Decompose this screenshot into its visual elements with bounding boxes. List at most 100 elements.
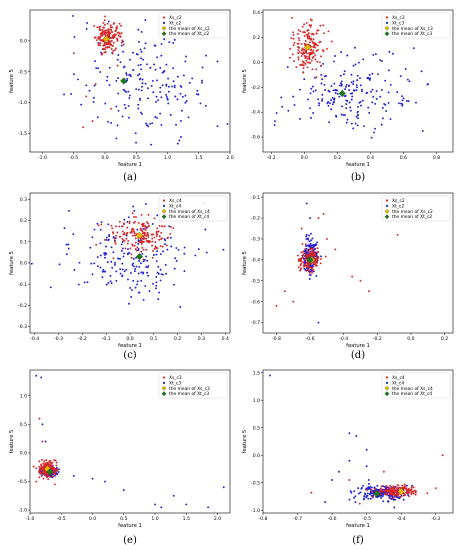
- data-point-Xs_c4: [157, 230, 160, 233]
- data-point-Xt_c4: [107, 282, 110, 284]
- data-point-Xs_c3: [41, 440, 44, 443]
- data-point-Xt_c3: [325, 74, 328, 77]
- data-point-Xs_c3: [55, 464, 58, 467]
- data-point-Xs_c2: [108, 43, 111, 46]
- data-point-Xs_c4: [136, 246, 139, 249]
- data-point-Xt_c4: [383, 485, 386, 488]
- data-point-Xt_c3: [318, 104, 321, 107]
- data-point-Xs_c3: [316, 48, 319, 51]
- panel-caption: (f): [352, 535, 364, 546]
- data-point-Xs_c2: [99, 25, 102, 28]
- data-point-Xt_c2: [76, 78, 79, 81]
- data-point-Xt_c4: [365, 465, 368, 468]
- data-point-Xt_c4: [86, 281, 89, 284]
- data-point-Xs_c4: [126, 242, 129, 245]
- data-point-Xt_c3: [407, 100, 410, 103]
- data-point-Xt_c3: [363, 125, 365, 128]
- data-point-Xt_c4: [130, 289, 133, 291]
- data-point-Xs_c2: [121, 39, 124, 42]
- data-point-Xs_c2: [110, 43, 113, 46]
- data-point-Xt_c3: [384, 103, 387, 106]
- data-point-Xt_c4: [151, 223, 154, 225]
- data-point-Xt_c3: [351, 92, 354, 95]
- data-point-Xt_c2: [184, 60, 187, 63]
- data-point-Xt_c2: [106, 79, 108, 82]
- data-point-Xt_c2: [93, 84, 96, 87]
- data-point-Xs_c3: [303, 54, 306, 57]
- data-point-Xs_c3: [308, 58, 311, 60]
- data-point-Xt_c3: [380, 123, 383, 126]
- data-point-Xt_c4: [138, 260, 141, 262]
- data-point-Xs_c3: [303, 48, 306, 51]
- data-point-Xs_c3: [315, 32, 318, 35]
- scatter-panel-4: -0.8 -0.6 -0.4 -0.2 0.0 0.2 -0.7 -0.6 -0.5 -0.4 -0…: [242, 192, 454, 361]
- data-point-Xs_c4: [169, 225, 172, 228]
- data-point-Xs_c3: [300, 52, 303, 54]
- legend-box: [158, 195, 228, 222]
- data-point-Xt_c4: [268, 374, 271, 377]
- data-point-Xs_c4: [122, 233, 125, 236]
- data-point-Xt_c2: [172, 80, 175, 83]
- data-point-Xs_c2: [109, 24, 112, 27]
- data-point-Xt_c2: [141, 85, 143, 88]
- data-point-Xs_c3: [299, 30, 302, 33]
- x-tick-label: 0.5: [120, 516, 127, 522]
- data-point-Xs_c2: [307, 267, 309, 270]
- y-tick-label: -1.5: [18, 131, 27, 137]
- data-point-Xs_c2: [299, 268, 302, 271]
- data-point-Xs_c2: [115, 33, 118, 36]
- data-point-Xs_c3: [303, 61, 306, 64]
- y-tick-label: -0.4: [251, 257, 260, 263]
- data-point-Xt_c4: [165, 272, 168, 275]
- data-point-Xs_c4: [371, 490, 373, 493]
- data-point-Xt_c3: [348, 84, 350, 87]
- data-point-Xs_c3: [43, 460, 46, 463]
- data-point-Xs_c3: [35, 467, 38, 470]
- data-point-Xt_c4: [159, 268, 162, 271]
- data-point-Xt_c4: [168, 225, 171, 228]
- data-point-Xt_c4: [126, 220, 129, 223]
- data-point-Xs_c4: [128, 222, 131, 225]
- data-point-Xt_c4: [142, 298, 145, 301]
- data-point-Xt_c3: [374, 53, 377, 56]
- data-point-Xt_c3: [298, 88, 301, 91]
- data-point-Xs_c3: [303, 52, 306, 55]
- data-point-Xs_c3: [35, 480, 38, 483]
- data-point-Xs_c3: [302, 31, 304, 34]
- data-point-Xt_c3: [324, 89, 327, 91]
- data-point-Xt_c3: [352, 64, 355, 67]
- legend-entry: the mean of Xs_c3: [169, 386, 210, 392]
- data-point-Xs_c2: [315, 259, 318, 262]
- y-axis-label: feature 5: [9, 69, 15, 93]
- data-point-Xt_c2: [100, 51, 102, 54]
- data-point-Xt_c4: [144, 285, 147, 287]
- x-tick-label: -1.0: [26, 516, 35, 522]
- data-point-Xt_c3: [345, 121, 348, 124]
- data-point-Xt_c2: [308, 244, 311, 247]
- data-point-Xt_c2: [310, 239, 313, 242]
- data-point-Xt_c4: [355, 435, 358, 437]
- data-point-Xs_c3: [317, 29, 320, 32]
- data-point-Xs_c2: [297, 259, 300, 262]
- data-point-Xt_c2: [180, 85, 183, 88]
- data-point-Xt_c3: [320, 82, 323, 85]
- data-point-Xt_c4: [112, 251, 115, 254]
- data-point-Xs_c2: [304, 248, 307, 251]
- data-point-Xt_c2: [309, 270, 312, 273]
- data-point-Xs_c4: [112, 231, 114, 234]
- data-point-Xs_c4: [126, 226, 129, 229]
- data-point-Xt_c4: [99, 228, 102, 231]
- y-tick-label: 0.5: [20, 422, 27, 428]
- data-point-Xt_c4: [159, 279, 162, 282]
- data-point-Xs_c3: [310, 53, 313, 55]
- data-point-Xt_c3: [391, 52, 394, 55]
- data-point-Xt_c2: [149, 122, 152, 125]
- data-point-Xs_c4: [153, 236, 156, 239]
- mean-marker-mean_xs: [135, 231, 144, 240]
- data-point-Xt_c3: [321, 93, 324, 96]
- data-point-Xt_c3: [311, 85, 314, 88]
- data-point-Xt_c3: [401, 95, 403, 98]
- data-point-Xt_c2: [140, 68, 143, 71]
- data-point-Xs_c2: [101, 31, 104, 34]
- data-point-Xt_c3: [335, 89, 338, 92]
